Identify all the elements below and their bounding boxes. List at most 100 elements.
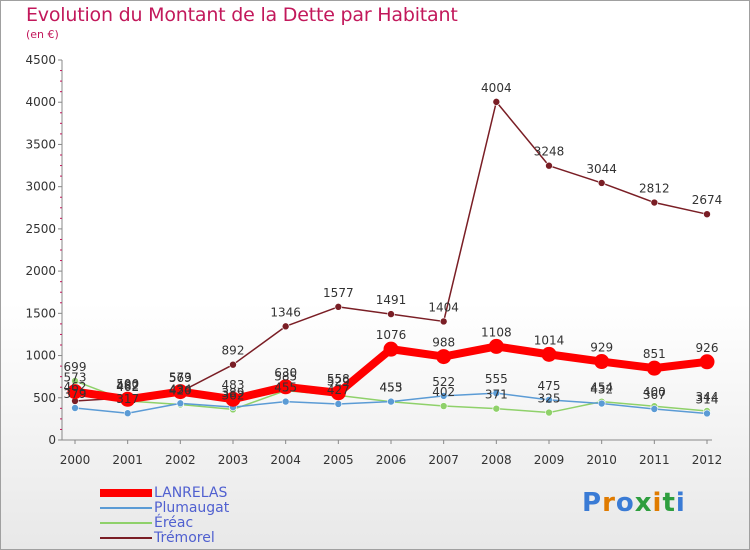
data-label-ereac: 344 xyxy=(696,390,719,404)
data-point-lanrelas xyxy=(436,349,452,365)
x-tick-label: 2012 xyxy=(692,453,723,467)
data-label-tremorel: 892 xyxy=(222,344,245,358)
data-label-lanrelas: 558 xyxy=(327,372,350,386)
data-point-plumaugat xyxy=(281,397,290,406)
x-tick-label: 2003 xyxy=(218,453,249,467)
data-label-tremorel: 500 xyxy=(116,377,139,391)
data-label-tremorel: 4004 xyxy=(481,81,512,95)
data-point-lanrelas xyxy=(278,379,294,395)
data-label-tremorel: 569 xyxy=(169,371,192,385)
legend-label-ereac: Éréac xyxy=(154,515,194,531)
data-label-ereac: 699 xyxy=(64,360,87,374)
data-label-plumaugat: 475 xyxy=(538,379,561,393)
data-point-plumaugat xyxy=(176,399,185,408)
data-point-tremorel xyxy=(334,303,343,311)
data-point-lanrelas xyxy=(594,354,610,370)
data-point-ereac xyxy=(492,404,501,413)
y-axis-unit: (en €) xyxy=(26,28,59,41)
data-label-tremorel: 1404 xyxy=(428,300,459,314)
legend-swatch-plumaugat xyxy=(100,507,152,509)
data-point-plumaugat xyxy=(71,404,79,412)
data-point-plumaugat xyxy=(650,405,659,413)
x-tick-label: 2000 xyxy=(60,453,91,467)
data-label-ereac: 402 xyxy=(432,385,455,399)
brand-letter: t xyxy=(662,488,676,518)
brand-letter: x xyxy=(634,488,653,518)
data-point-plumaugat xyxy=(492,389,501,397)
data-point-ereac xyxy=(545,408,553,417)
data-point-lanrelas xyxy=(699,354,715,370)
data-label-lanrelas: 1014 xyxy=(534,333,565,347)
brand-letter: P xyxy=(582,488,603,518)
data-point-lanrelas xyxy=(120,391,136,407)
data-label-ereac: 325 xyxy=(538,392,561,406)
x-tick-label: 2002 xyxy=(165,453,196,467)
data-label-lanrelas: 630 xyxy=(274,366,297,380)
y-tick-label: 4000 xyxy=(25,95,56,109)
data-point-ereac xyxy=(439,402,448,410)
data-point-plumaugat xyxy=(545,396,553,404)
data-point-lanrelas xyxy=(330,385,346,401)
data-label-lanrelas: 1108 xyxy=(481,325,512,339)
brand-letter: r xyxy=(602,488,616,518)
data-label-tremorel: 1491 xyxy=(376,293,407,307)
data-point-lanrelas xyxy=(541,346,557,362)
chart-title: Evolution du Montant de la Dette par Hab… xyxy=(26,4,458,26)
y-tick-label: 3500 xyxy=(25,137,56,151)
data-point-lanrelas xyxy=(646,360,662,376)
data-point-plumaugat xyxy=(597,399,606,408)
data-point-tremorel xyxy=(545,161,553,170)
y-tick-label: 3000 xyxy=(25,180,56,194)
data-label-ereac: 453 xyxy=(380,381,403,395)
data-label-tremorel: 462 xyxy=(64,380,87,394)
data-label-plumaugat: 389 xyxy=(222,386,245,400)
data-label-ereac: 462 xyxy=(116,380,139,394)
data-label-ereac: 420 xyxy=(169,384,192,398)
x-tick-label: 2004 xyxy=(270,453,301,467)
data-point-tremorel xyxy=(703,210,711,218)
data-point-tremorel xyxy=(281,322,290,331)
data-point-lanrelas xyxy=(383,341,399,357)
data-label-plumaugat: 455 xyxy=(274,381,297,395)
legend-swatch-lanrelas xyxy=(100,489,152,497)
data-label-plumaugat: 317 xyxy=(116,392,139,406)
legend-label-tremorel: Trémorel xyxy=(154,530,215,546)
brand-letter: i xyxy=(652,488,663,518)
y-tick-label: 4500 xyxy=(25,53,56,67)
x-tick-label: 2008 xyxy=(481,453,512,467)
x-tick-label: 2006 xyxy=(376,453,407,467)
data-label-ereac: 585 xyxy=(274,370,297,384)
brand-letter: i xyxy=(675,488,686,518)
data-label-lanrelas: 851 xyxy=(643,347,666,361)
data-label-lanrelas: 926 xyxy=(696,341,719,355)
y-tick-label: 0 xyxy=(48,433,56,447)
legend-swatch-ereac xyxy=(100,522,152,524)
y-tick-label: 1000 xyxy=(25,349,56,363)
data-label-plumaugat: 434 xyxy=(169,382,192,396)
y-tick-label: 500 xyxy=(33,391,56,405)
y-tick-label: 2000 xyxy=(25,264,56,278)
data-label-lanrelas: 1076 xyxy=(376,328,407,342)
y-tick-label: 1500 xyxy=(25,306,56,320)
data-label-lanrelas: 573 xyxy=(169,371,192,385)
x-tick-label: 2009 xyxy=(534,453,565,467)
data-point-plumaugat xyxy=(703,409,711,418)
data-label-ereac: 362 xyxy=(222,388,245,402)
data-point-tremorel xyxy=(597,179,606,187)
data-point-tremorel xyxy=(387,310,395,318)
data-label-tremorel: 1346 xyxy=(270,305,301,319)
data-point-tremorel xyxy=(492,98,501,106)
data-label-plumaugat: 379 xyxy=(64,387,87,401)
data-label-plumaugat: 432 xyxy=(590,383,613,397)
data-label-plumaugat: 522 xyxy=(432,375,455,389)
data-label-lanrelas: 573 xyxy=(64,371,87,385)
data-point-plumaugat xyxy=(334,400,343,408)
data-label-tremorel: 2812 xyxy=(639,182,670,196)
legend-swatch-tremorel xyxy=(100,537,152,539)
legend-label-plumaugat: Plumaugat xyxy=(154,500,230,516)
x-tick-label: 2001 xyxy=(112,453,143,467)
data-label-ereac: 371 xyxy=(485,388,508,402)
data-label-lanrelas: 482 xyxy=(116,378,139,392)
data-label-ereac: 454 xyxy=(590,381,613,395)
